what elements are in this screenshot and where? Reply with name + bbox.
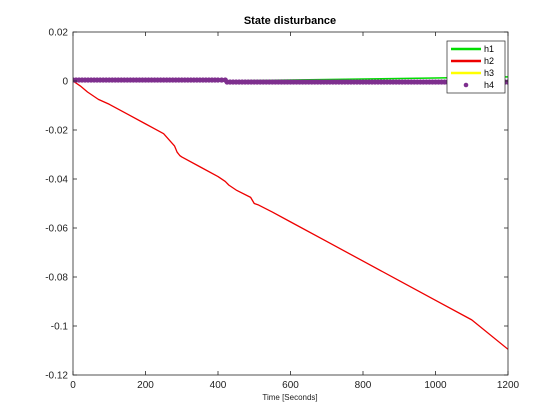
x-tick-label: 600 [282,380,299,391]
legend-label-h3: h3 [484,68,494,78]
x-axis-label: Time [Seconds] [262,393,317,402]
axes-layer: 0 200 400 600 800 1000 1200 0.02 0 -0.02 -0.04 -0.0… [45,28,519,392]
series-h4-marker [219,77,225,83]
legend: h1 h2 h3 h4 [446,40,506,94]
legend-swatch-h4 [463,82,469,88]
series-h4-marker [215,77,221,83]
chart-title: State disturbance [244,15,336,27]
x-tick-label: 1000 [424,380,447,391]
plot-area [73,32,508,375]
x-tick-label: 200 [137,380,154,391]
y-tick-label: -0.08 [45,273,68,284]
x-tick-label: 400 [210,380,227,391]
y-tick-label: -0.06 [45,224,68,235]
x-tick-label: 1200 [497,380,520,391]
legend-label-h4: h4 [484,80,494,90]
legend-label-h2: h2 [484,56,494,66]
x-tick-label: 0 [70,380,76,391]
x-tick-label: 800 [355,380,372,391]
y-tick-label: 0.02 [49,28,69,39]
y-tick-label: -0.02 [45,126,68,137]
y-tick-label: -0.1 [51,322,69,333]
y-tick-label: -0.12 [45,371,68,382]
y-tick-label: 0 [62,77,68,88]
legend-label-h1: h1 [484,44,494,54]
series-h2-line [73,80,508,350]
y-tick-label: -0.04 [45,175,68,186]
